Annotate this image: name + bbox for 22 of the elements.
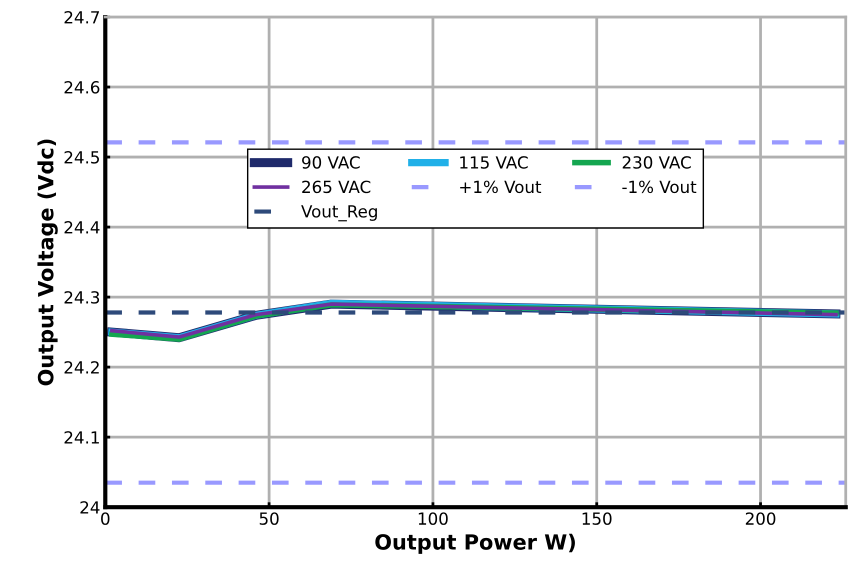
legend-label: 115 VAC <box>460 156 528 169</box>
x-tick-label: 50 <box>260 512 279 525</box>
legend-label: 230 VAC <box>622 156 691 169</box>
legend-label: 265 VAC <box>302 180 370 194</box>
x-tick-label: 0 <box>101 512 110 525</box>
y-tick-label: 24.4 <box>64 221 100 234</box>
x-tick-label: 150 <box>582 512 612 525</box>
y-tick-label: 24.3 <box>64 291 100 304</box>
legend-label: +1% Vout <box>460 180 542 194</box>
y-tick-label: 24.6 <box>64 81 100 94</box>
x-tick-label: 100 <box>418 512 448 525</box>
y-tick-label: 24.2 <box>64 361 99 374</box>
y-tick-label: 24.5 <box>64 151 99 164</box>
y-tick-label: 24.7 <box>64 10 100 24</box>
y-tick-label: 24 <box>80 501 100 514</box>
legend-label: -1% Vout <box>622 180 696 194</box>
y-tick-label: 24.1 <box>64 431 99 444</box>
x-axis-title: Output Power W) <box>375 534 575 554</box>
x-tick-label: 200 <box>746 512 776 525</box>
legend-label: Vout_Reg <box>301 205 377 222</box>
legend-label: 90 VAC <box>302 156 360 169</box>
y-axis-title: Output Voltage (Vdc) <box>37 140 58 386</box>
